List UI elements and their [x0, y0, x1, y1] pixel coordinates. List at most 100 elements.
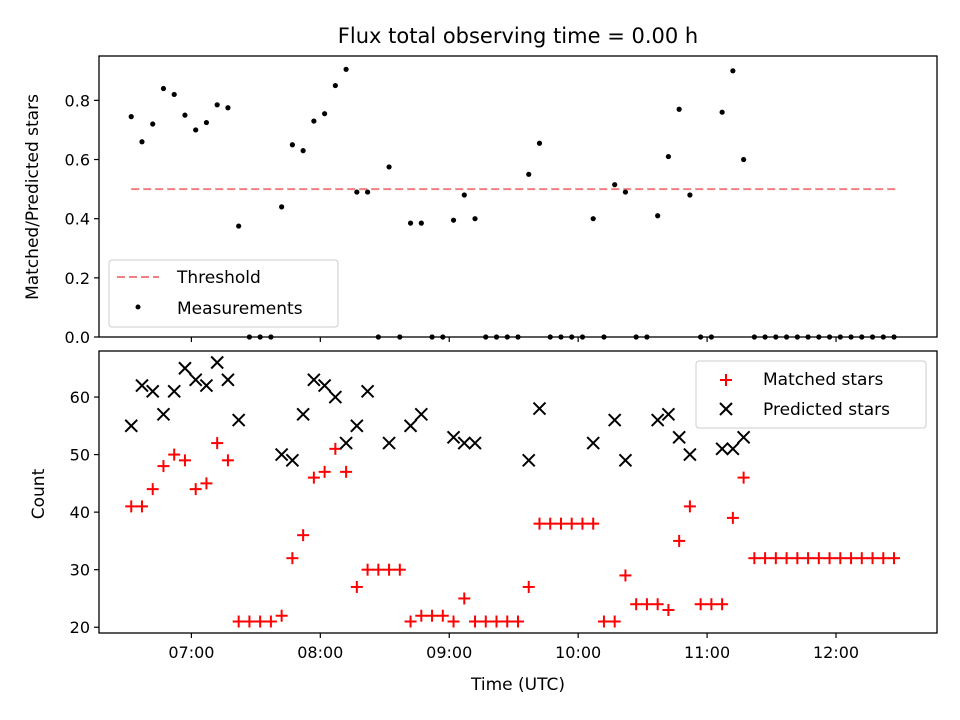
- predicted-star-point: [328, 390, 343, 404]
- measurement-point: [590, 216, 596, 222]
- matched-star-point: [597, 615, 610, 628]
- measurement-point: [279, 204, 285, 210]
- measurement-point: [526, 171, 532, 177]
- measurement-point: [322, 111, 328, 117]
- top-y-axis-label: Matched/Predicted stars: [23, 94, 43, 300]
- predicted-star-point: [672, 430, 686, 445]
- y-tick-label: 50: [70, 446, 90, 465]
- measurement-point: [612, 182, 618, 188]
- matched-star-point: [554, 517, 567, 530]
- measurement-point: [472, 216, 478, 222]
- predicted-star-point: [156, 407, 171, 422]
- bottom-plot-area: [124, 355, 901, 628]
- matched-star-point: [544, 517, 557, 530]
- chart-title: Flux total observing time = 0.00 h: [338, 24, 698, 48]
- bottom-legend: Matched stars Predicted stars: [695, 360, 927, 429]
- measurement-point: [332, 82, 338, 89]
- predicted-star-point: [146, 384, 160, 398]
- matched-star-point: [630, 598, 643, 611]
- predicted-star-point: [210, 355, 224, 370]
- matched-star-point: [254, 615, 267, 628]
- x-tick-label: 11:00: [684, 643, 730, 662]
- top-panel: 0.00.20.40.60.8 Matched/Predicted stars …: [23, 55, 938, 347]
- y-tick-label: 60: [70, 388, 90, 407]
- matched-star-point: [146, 483, 159, 496]
- measurement-point: [343, 66, 349, 72]
- matched-star-point: [576, 517, 589, 530]
- predicted-star-point: [188, 373, 203, 387]
- measurement-point: [182, 112, 188, 118]
- x-tick-label: 10:00: [555, 643, 601, 662]
- measurement-point: [160, 85, 167, 92]
- matched-star-point: [565, 517, 578, 530]
- matched-star-point: [673, 534, 686, 547]
- matched-star-point: [329, 442, 342, 455]
- matched-star-point: [866, 552, 879, 565]
- matched-star-point: [705, 598, 718, 611]
- measurements-legend-label: Measurements: [177, 299, 303, 319]
- matched-star-point: [834, 552, 847, 565]
- bottom-x-axis: 07:00 08:00 09:00 10:00 11:00 12:00: [168, 633, 859, 662]
- matched-star-point: [415, 609, 428, 622]
- matched-star-point: [501, 615, 514, 628]
- matched-star-point: [350, 580, 363, 593]
- y-tick-label: 0.4: [65, 210, 90, 229]
- measurement-point: [311, 118, 317, 124]
- predicted-star-point: [124, 419, 138, 433]
- matched-star-point: [662, 603, 675, 616]
- matched-star-point: [426, 609, 439, 622]
- x-axis-label: Time (UTC): [470, 675, 565, 695]
- matched-star-point: [211, 437, 224, 450]
- matched-star-point: [726, 511, 739, 524]
- matched-star-point: [716, 598, 729, 611]
- measurement-point: [655, 213, 661, 219]
- measurement-point: [622, 189, 629, 195]
- measurement-point: [225, 105, 231, 111]
- x-tick-label: 12:00: [813, 643, 859, 662]
- predicted-star-point: [360, 384, 375, 398]
- predicted-star-point: [607, 413, 622, 427]
- matched-star-point: [393, 563, 406, 576]
- matched-star-point: [178, 454, 191, 467]
- measurement-point: [386, 164, 392, 170]
- matched-star-point: [587, 517, 600, 530]
- measurement-point: [364, 189, 371, 195]
- matched-star-point: [619, 569, 632, 582]
- measurement-point: [461, 192, 467, 198]
- predicted-star-point: [274, 447, 289, 462]
- measurement-point: [139, 139, 145, 145]
- matched-star-point: [823, 552, 836, 565]
- matched-star-point: [533, 517, 546, 530]
- predicted-star-point: [532, 401, 547, 416]
- predicted-star-point: [382, 436, 396, 450]
- y-tick-label: 0.8: [65, 91, 90, 110]
- matched-star-point: [458, 592, 471, 605]
- matched-star-point: [769, 552, 782, 565]
- matched-star-point: [135, 500, 148, 513]
- matched-star-point: [888, 552, 901, 565]
- matched-star-point: [469, 615, 482, 628]
- predicted-star-point: [135, 378, 149, 393]
- predicted-legend-label: Predicted stars: [763, 400, 890, 420]
- matched-star-point: [651, 598, 664, 611]
- measurement-point: [719, 109, 725, 115]
- matched-star-point: [447, 615, 460, 628]
- predicted-star-point: [618, 453, 633, 468]
- matched-star-point: [845, 552, 858, 565]
- predicted-star-point: [221, 373, 235, 387]
- bottom-panel: 20 30 40 50 60 07:00 08:00 09:00 10:00 11:00 12:0…: [29, 350, 938, 695]
- predicted-star-point: [457, 436, 471, 450]
- matched-star-point: [608, 615, 621, 628]
- matched-star-point: [855, 552, 868, 565]
- threshold-legend-label: Threshold: [176, 268, 261, 288]
- matched-star-point: [221, 454, 234, 467]
- measurement-point: [450, 217, 457, 223]
- measurement-point: [193, 127, 199, 133]
- matched-star-point: [802, 552, 815, 565]
- x-tick-label: 08:00: [297, 643, 343, 662]
- predicted-star-point: [339, 436, 353, 450]
- measurement-point: [236, 223, 242, 229]
- measurement-point: [354, 189, 360, 195]
- matched-star-point: [812, 552, 825, 565]
